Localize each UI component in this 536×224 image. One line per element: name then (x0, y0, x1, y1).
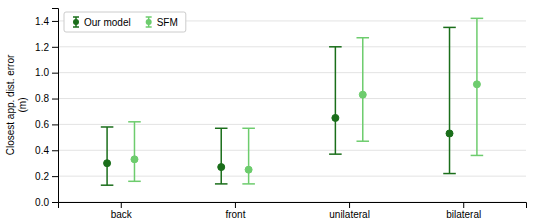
y-tick-mark (52, 21, 58, 22)
y-tick-mark (52, 150, 58, 151)
x-tick-label: front (225, 209, 245, 220)
y-tick-label: 0.0 (35, 197, 49, 208)
x-axis-line (59, 203, 527, 209)
median-point (332, 114, 339, 121)
error-bar (220, 128, 222, 184)
y-tick-label: 1.0 (35, 67, 49, 78)
median-point (218, 164, 225, 171)
x-tick: bilateral (446, 202, 481, 220)
error-bar (335, 47, 337, 154)
y-tick-mark (52, 47, 58, 48)
y-tick-label: 0.6 (35, 119, 49, 130)
y-axis: 0.0 0.2 0.4 0.6 0.8 1.0 1.2 1.4 (35, 9, 58, 208)
median-point (245, 166, 252, 173)
y-tick: 0.8 (35, 93, 58, 104)
grid-line (58, 72, 526, 73)
legend-symbol (146, 26, 152, 28)
grid-line (58, 98, 526, 99)
legend-symbol (73, 26, 79, 28)
plot-area: 0.0 0.2 0.4 0.6 0.8 1.0 1.2 1.4 back front unilate… (35, 9, 526, 221)
grid (58, 21, 526, 202)
series (128, 18, 483, 184)
x-tick-label: back (111, 209, 133, 220)
error-cap-lower (242, 183, 255, 185)
y-tick: 1.2 (35, 42, 58, 53)
error-cap-upper (443, 27, 456, 29)
y-axis-title: Closest app. dist. error(m) (5, 54, 28, 155)
error-cap-upper (356, 37, 369, 39)
error-cap-upper (215, 128, 228, 130)
error-cap-lower (356, 140, 369, 142)
marks (101, 18, 483, 185)
error-cap-upper (471, 18, 484, 20)
y-tick-label: 0.8 (35, 93, 49, 104)
median-point (104, 160, 111, 167)
grid-line (58, 124, 526, 125)
error-cap-lower (443, 173, 456, 175)
grid-line (58, 46, 526, 47)
error-cap-lower (215, 183, 228, 185)
legend: Our model SFM (64, 12, 186, 32)
error-cap-lower (101, 184, 114, 186)
median-point (446, 130, 453, 137)
error-bar (362, 38, 364, 141)
y-tick: 0.4 (35, 145, 58, 156)
error-cap-upper (329, 46, 342, 48)
x-tick-mark (349, 202, 350, 208)
median-point (359, 91, 366, 98)
legend-box (64, 12, 186, 32)
y-tick-mark (52, 202, 58, 203)
error-cap-lower (329, 153, 342, 155)
error-cap-upper (128, 121, 141, 123)
y-tick-label: 0.2 (35, 171, 49, 182)
y-tick-label: 1.2 (35, 42, 49, 53)
legend-item: Our model (73, 17, 131, 28)
error-bar (248, 128, 250, 184)
legend-symbol (146, 19, 152, 25)
series (101, 27, 456, 185)
y-axis-line (52, 9, 59, 203)
x-tick-mark (235, 202, 236, 208)
error-cap-lower (128, 181, 141, 183)
x-tick: unilateral (329, 202, 370, 220)
y-tick: 1.4 (35, 16, 58, 27)
legend-item: SFM (146, 17, 178, 28)
y-tick-mark (52, 124, 58, 125)
error-cap-lower (471, 155, 484, 157)
legend-symbol (73, 19, 79, 25)
legend-label: SFM (157, 17, 178, 28)
legend-label: Our model (84, 17, 131, 28)
error-cap-upper (242, 128, 255, 130)
chart: 0.0 0.2 0.4 0.6 0.8 1.0 1.2 1.4 back front unilate… (0, 0, 536, 224)
y-tick: 0.0 (35, 197, 58, 208)
median-point (473, 81, 480, 88)
legend-symbol (146, 16, 152, 18)
x-tick-mark (463, 202, 464, 208)
x-tick-mark (121, 202, 122, 208)
y-tick-label: 1.4 (35, 16, 49, 27)
x-tick-label: bilateral (446, 209, 481, 220)
y-tick-label: 0.4 (35, 145, 49, 156)
grid-line (58, 176, 526, 177)
y-tick: 0.6 (35, 119, 58, 130)
x-axis: back front unilateral bilateral (59, 202, 527, 220)
y-tick-mark (52, 73, 58, 74)
legend-symbol (73, 16, 79, 18)
x-tick: front (225, 202, 245, 220)
y-tick-mark (52, 99, 58, 100)
y-tick: 0.2 (35, 171, 58, 182)
grid-line (58, 150, 526, 151)
y-tick: 1.0 (35, 67, 58, 78)
x-tick-label: unilateral (329, 209, 370, 220)
error-bar (106, 127, 108, 185)
y-tick-mark (52, 176, 58, 177)
error-bar (449, 27, 451, 173)
median-point (131, 156, 138, 163)
error-bar (134, 122, 136, 181)
x-tick: back (111, 202, 133, 220)
error-cap-upper (101, 126, 114, 128)
